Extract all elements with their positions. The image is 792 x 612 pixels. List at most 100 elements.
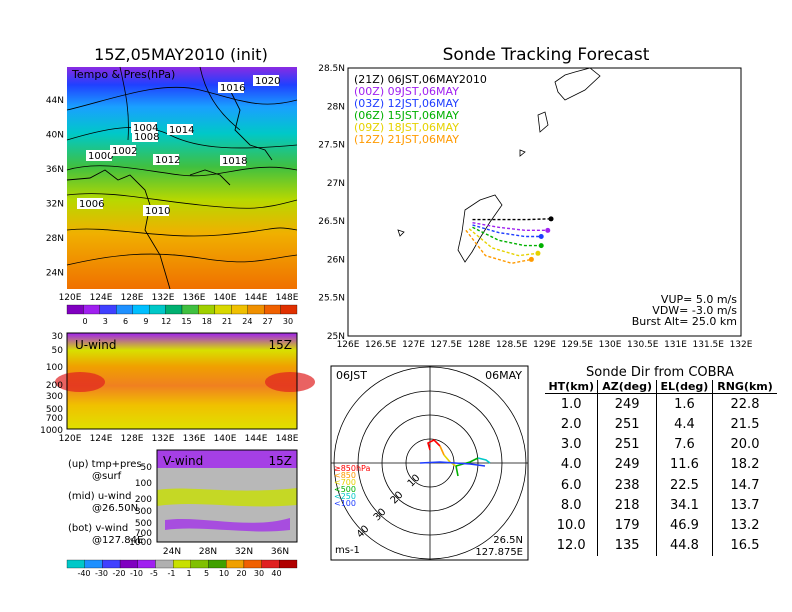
table-cell: 218 [597, 495, 657, 516]
track-lon-tick: 132E [730, 340, 753, 350]
table-cell: 21.5 [730, 417, 760, 432]
table-column-header: AZ(deg) [597, 380, 657, 394]
track-lon-tick: 128E [468, 340, 491, 350]
legend-entry: (12Z) 21JST,06MAY [354, 133, 459, 146]
pressure-isobars [66, 66, 298, 266]
hodo-level: <100 [334, 499, 356, 508]
isobar-label-bg [253, 75, 279, 86]
isobar-label-bg [132, 131, 158, 142]
hodo-trace [419, 439, 491, 477]
note-line1: (bot) v-wind [68, 523, 128, 534]
isobar-label: 1010 [145, 206, 170, 217]
u-wind-field [67, 333, 297, 429]
legend-entry: (09Z) 18JST,06MAY [354, 121, 459, 134]
wind-colorbar-tick: -40 [77, 569, 90, 578]
track-legend: (21Z) 06JST,06MAY2010(00Z) 09JST,06MAY(0… [354, 73, 487, 146]
u-lon-ticks: 120E 124E 128E 132E 136E 140E 144E 148E [59, 434, 299, 444]
wind-colorbar-tick: 20 [236, 569, 246, 578]
track-line-5 [465, 229, 532, 265]
track-line-2 [472, 224, 542, 238]
colorbar-swatch [214, 304, 232, 315]
track-lat-tick: 28.5N [318, 64, 345, 74]
colorbar-swatch [116, 304, 133, 315]
hodo-level: <250 [334, 492, 356, 501]
map-lon-tick: 132E [152, 293, 175, 303]
track-param: VDW= -3.0 m/s [652, 304, 737, 317]
map-field-label: Tempo & Pres(hPa) [71, 68, 175, 81]
v-pressure-tick: 700 [135, 529, 152, 539]
isobar-label: 1014 [169, 125, 194, 136]
map-lat-tick: 28N [46, 234, 64, 244]
colorbar-tick: 12 [161, 317, 171, 326]
isobar-label-bg [220, 155, 246, 166]
u-pressure-tick: 50 [52, 346, 64, 356]
wind-colorbar-tick: 5 [204, 569, 209, 578]
table-column-header: EL(deg) [656, 380, 713, 394]
u-lon-tick: 140E [214, 434, 237, 444]
track-panel: Sonde Tracking Forecast (21Z) 06JST,06MA… [318, 45, 753, 350]
map-lat-tick: 36N [46, 165, 64, 175]
coastline [66, 89, 273, 290]
table-row: 4.0 249 11.6 18.2 [545, 454, 777, 476]
colorbar-tick: 15 [181, 317, 191, 326]
v-pressure-tick: 200 [135, 495, 152, 505]
wind-colorbar-swatch [173, 559, 191, 569]
track-lat-ticks: 28.5N 28N 27.5N 27N 26.5N 26N 25.5N 25N [318, 64, 345, 342]
wind-colorbar-swatch [66, 559, 85, 569]
map-lon-tick: 124E [90, 293, 113, 303]
v-pressure-tick: 50 [141, 463, 153, 473]
hodo-level: <850 [334, 471, 356, 480]
v-pressure-tick: 300 [135, 507, 152, 517]
isobar-label-bg [167, 124, 193, 135]
track-lon-tick: 127.5E [431, 340, 463, 350]
map-lat-tick: 32N [46, 200, 64, 210]
table-cell: 22.8 [730, 396, 760, 412]
colorbar-swatch [165, 304, 183, 315]
wind-colorbar-swatch [243, 559, 262, 569]
v-lat-tick: 28N [199, 547, 217, 557]
track-endpoint-4 [535, 250, 541, 256]
note-line2: @surf [92, 471, 122, 482]
hodo-time: 06JST [336, 369, 367, 382]
table-row: 3.0 251 7.6 20.0 [545, 434, 777, 455]
isobar-label-bg [77, 198, 103, 209]
map-lon-tick: 128E [121, 293, 144, 303]
table-cell: 249 [597, 454, 657, 476]
table-cell: 1.0 [545, 393, 599, 415]
table-cell: 251 [597, 414, 657, 435]
note-line2: @127.84E [92, 535, 143, 546]
wind-colorbar-tick: -5 [150, 569, 158, 578]
v-lat-tick: 32N [235, 547, 253, 557]
v-lat-ticks: 24N 28N 32N 36N [163, 547, 289, 557]
map-panel: 15Z,05MAY2010 (init) Tempo & Pres(hPa) 1… [46, 45, 299, 326]
wind-colorbar-swatch [226, 559, 245, 569]
table-cell: 22.5 [656, 475, 713, 496]
track-endpoint-5 [528, 256, 534, 262]
legend-entry: (03Z) 12JST,06MAY [354, 97, 459, 110]
track-lon-tick: 126.5E [365, 340, 397, 350]
u-lon-tick: 132E [152, 434, 175, 444]
u-pressure-tick: 300 [46, 392, 63, 402]
track-param: VUP= 5.0 m/s [661, 293, 737, 306]
u-wind-time: 15Z [269, 338, 293, 352]
isobar-label-bg [131, 122, 157, 133]
wind-colorbar-ticks: -40 -30 -20 -10 -5 -1 1 5 10 20 30 40 [77, 569, 281, 578]
table-header-row: HT(km) AZ(deg) EL(deg) RNG(km) [545, 380, 777, 394]
wind-colorbar-tick: -20 [112, 569, 125, 578]
wind-colorbar [66, 559, 298, 569]
table-row: 10.0 179 46.9 13.2 [545, 515, 777, 536]
table-column-header: HT(km) [545, 380, 599, 394]
track-endpoint-2 [538, 233, 544, 239]
v-wind-time: 15Z [269, 454, 293, 468]
u-pressure-tick: 700 [46, 414, 63, 424]
table-cell: 13.2 [730, 518, 760, 534]
table-cell: 16.5 [730, 538, 760, 554]
track-endpoint-3 [538, 243, 544, 249]
track-lon-tick: 126E [337, 340, 360, 350]
map-lat-ticks: 44N 40N 36N 32N 28N 24N [46, 96, 64, 279]
track-lon-ticks: 126E 126.5E 127E 127.5E 128E 128.5E 129E 129.5E… [337, 340, 753, 350]
track-lat-tick: 25N [327, 332, 345, 342]
